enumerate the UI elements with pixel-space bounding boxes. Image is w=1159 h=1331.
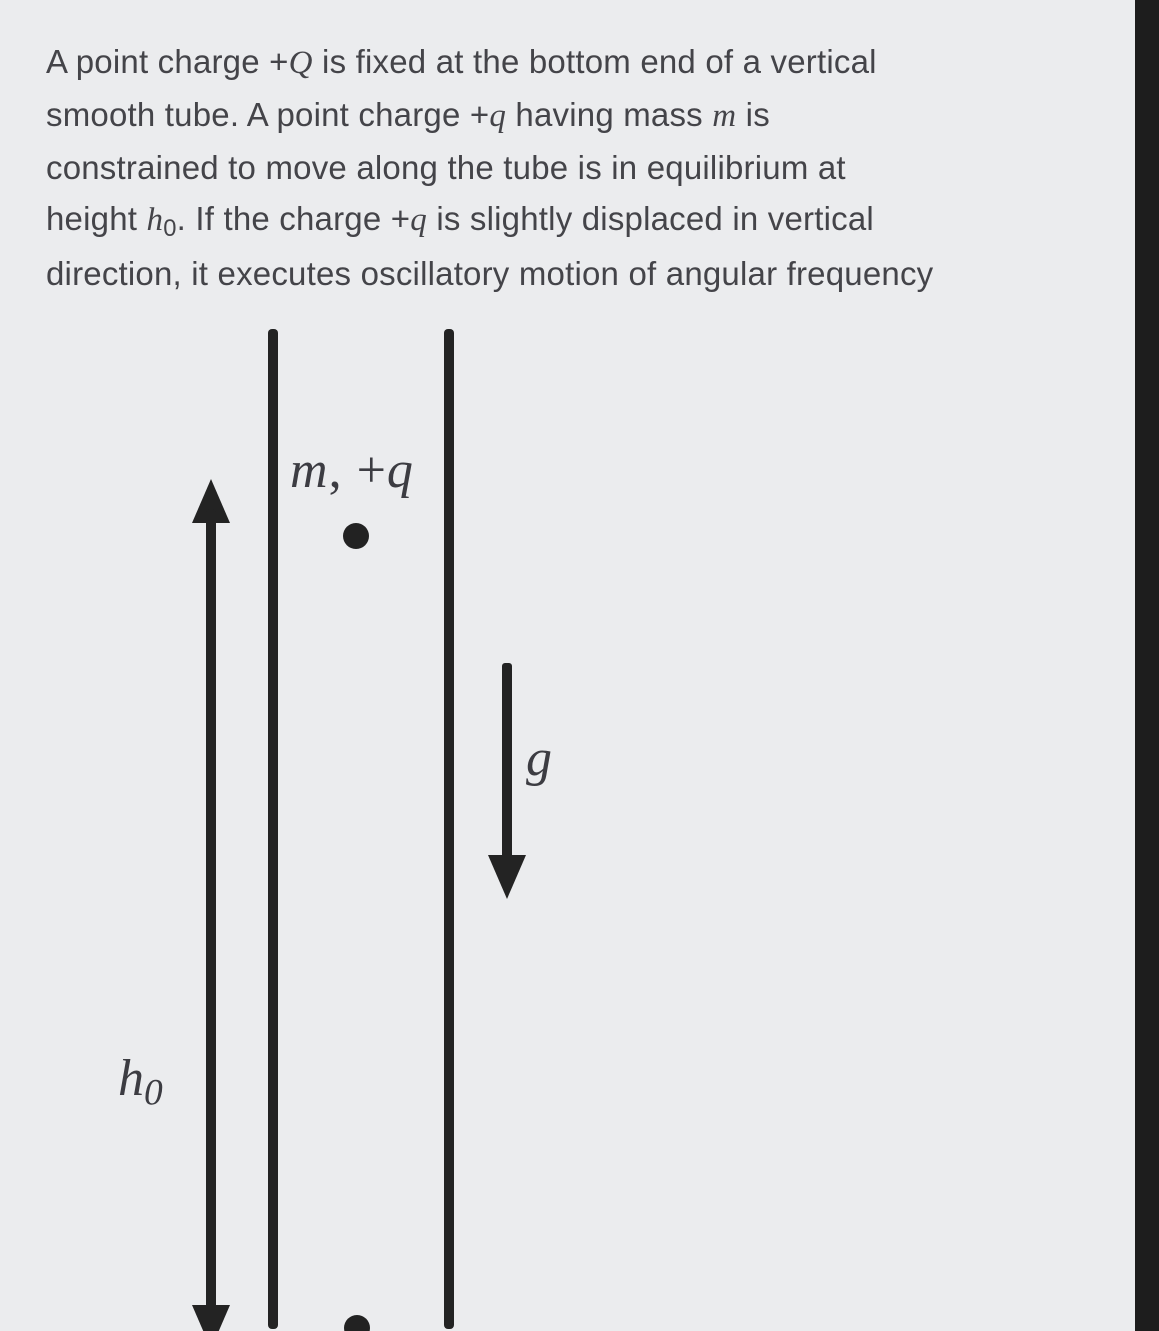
arrow-shaft xyxy=(502,663,512,869)
arrowhead-down-icon xyxy=(488,855,526,899)
h0-label: h0 xyxy=(118,1049,163,1114)
text: having mass xyxy=(506,96,712,133)
tube-wall-right xyxy=(444,329,454,1329)
symbol-q: q xyxy=(410,202,427,238)
text: height xyxy=(46,200,146,237)
text: is slightly displaced in vertical xyxy=(427,200,874,237)
text: smooth tube. A point charge + xyxy=(46,96,489,133)
physics-diagram: h0 m, +q g xyxy=(106,329,666,1329)
label-sep: , + xyxy=(329,442,387,499)
screen-bezel xyxy=(1135,0,1159,1331)
arrowhead-down-icon xyxy=(192,1305,230,1331)
gravity-label: g xyxy=(526,729,552,788)
label-m: m xyxy=(290,442,329,499)
text: constrained to move along the tube is in… xyxy=(46,149,846,186)
h0-h: h xyxy=(118,1050,144,1107)
text: direction, it executes oscillatory motio… xyxy=(46,255,933,292)
text: A point charge + xyxy=(46,43,289,80)
symbol-Q: Q xyxy=(289,45,313,81)
text: is fixed at the bottom end of a vertical xyxy=(313,43,877,80)
moving-charge-dot xyxy=(343,523,369,549)
arrow-shaft xyxy=(206,509,216,1329)
symbol-q: q xyxy=(489,98,506,134)
symbol-zero: 0 xyxy=(163,215,176,242)
symbol-h: h xyxy=(146,202,163,238)
label-q: q xyxy=(387,442,414,499)
h0-zero: 0 xyxy=(144,1073,163,1114)
symbol-m: m xyxy=(712,98,736,134)
moving-charge-label: m, +q xyxy=(290,441,414,500)
problem-statement: A point charge +Q is fixed at the bottom… xyxy=(46,36,1113,299)
tube-wall-left xyxy=(268,329,278,1329)
fixed-charge-dot xyxy=(344,1315,370,1331)
text: is xyxy=(736,96,770,133)
text: . If the charge + xyxy=(177,200,411,237)
